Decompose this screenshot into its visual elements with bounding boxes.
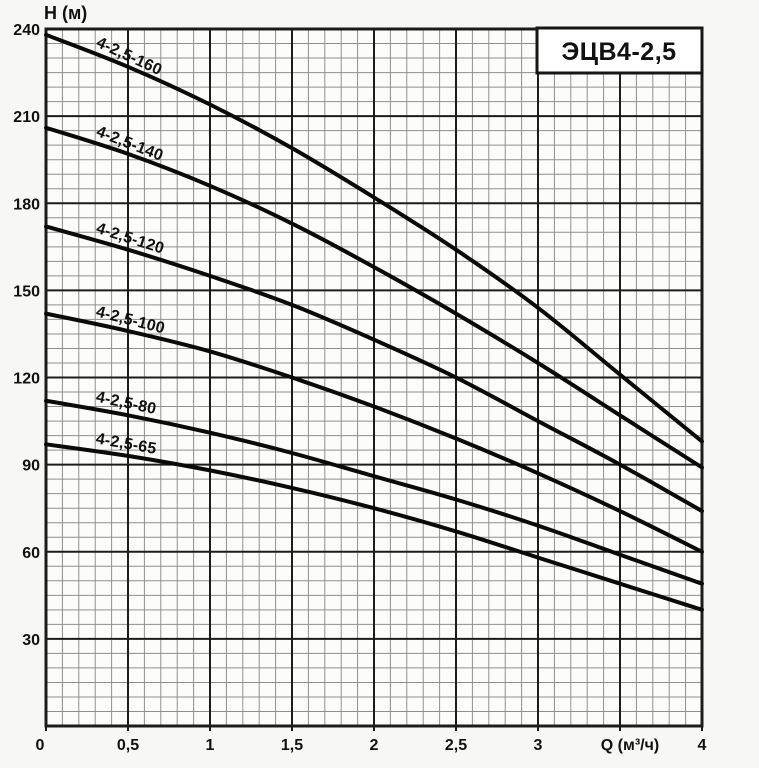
y-tick-label: 150 (13, 283, 40, 300)
x-tick-label: 0,5 (117, 737, 139, 754)
y-tick-label: 240 (13, 22, 40, 39)
y-tick-label: 210 (13, 109, 40, 126)
x-tick-label: 3 (534, 737, 543, 754)
x-tick-label: 4 (698, 737, 707, 754)
pump-curve-4-2-5-65 (44, 442, 704, 612)
y-tick-label: 30 (22, 632, 40, 649)
x-tick-label: 2,5 (445, 737, 467, 754)
x-tick-label: 1 (206, 737, 215, 754)
plot-frame (44, 27, 704, 728)
y-tick-label: 180 (13, 196, 40, 213)
plot-border (44, 27, 704, 728)
pump-curve-4-2-5-120 (44, 224, 704, 514)
curves (44, 32, 704, 612)
y-tick-label: 120 (13, 371, 40, 388)
x-axis-title: Q (м³/ч) (601, 737, 659, 754)
y-axis-title: Н (м) (44, 3, 87, 23)
x-tick-label: 1,5 (281, 737, 303, 754)
x-tick-labels: 0 0,5 1 1,5 2 2,5 3 4 Q (м³/ч) (36, 737, 707, 754)
pump-curve-4-2-5-100 (44, 311, 704, 554)
generated-layers: 4-2,5-1604-2,5-1404-2,5-1204-2,5-1004-2,… (13, 22, 706, 754)
pump-curve-4-2-5-80 (44, 398, 704, 586)
y-tick-labels: 240 210 180 150 120 90 60 30 (13, 22, 40, 649)
y-tick-label: 90 (22, 458, 40, 475)
pump-curve-4-2-5-140 (44, 125, 704, 470)
x-tick-label: 0 (36, 737, 45, 754)
title-box-label: ЭЦВ4-2,5 (561, 38, 676, 66)
title-box (535, 26, 704, 75)
pump-curve-4-2-5-160 (44, 32, 704, 444)
y-tick-label: 60 (22, 545, 40, 562)
x-tick-label: 2 (370, 737, 379, 754)
